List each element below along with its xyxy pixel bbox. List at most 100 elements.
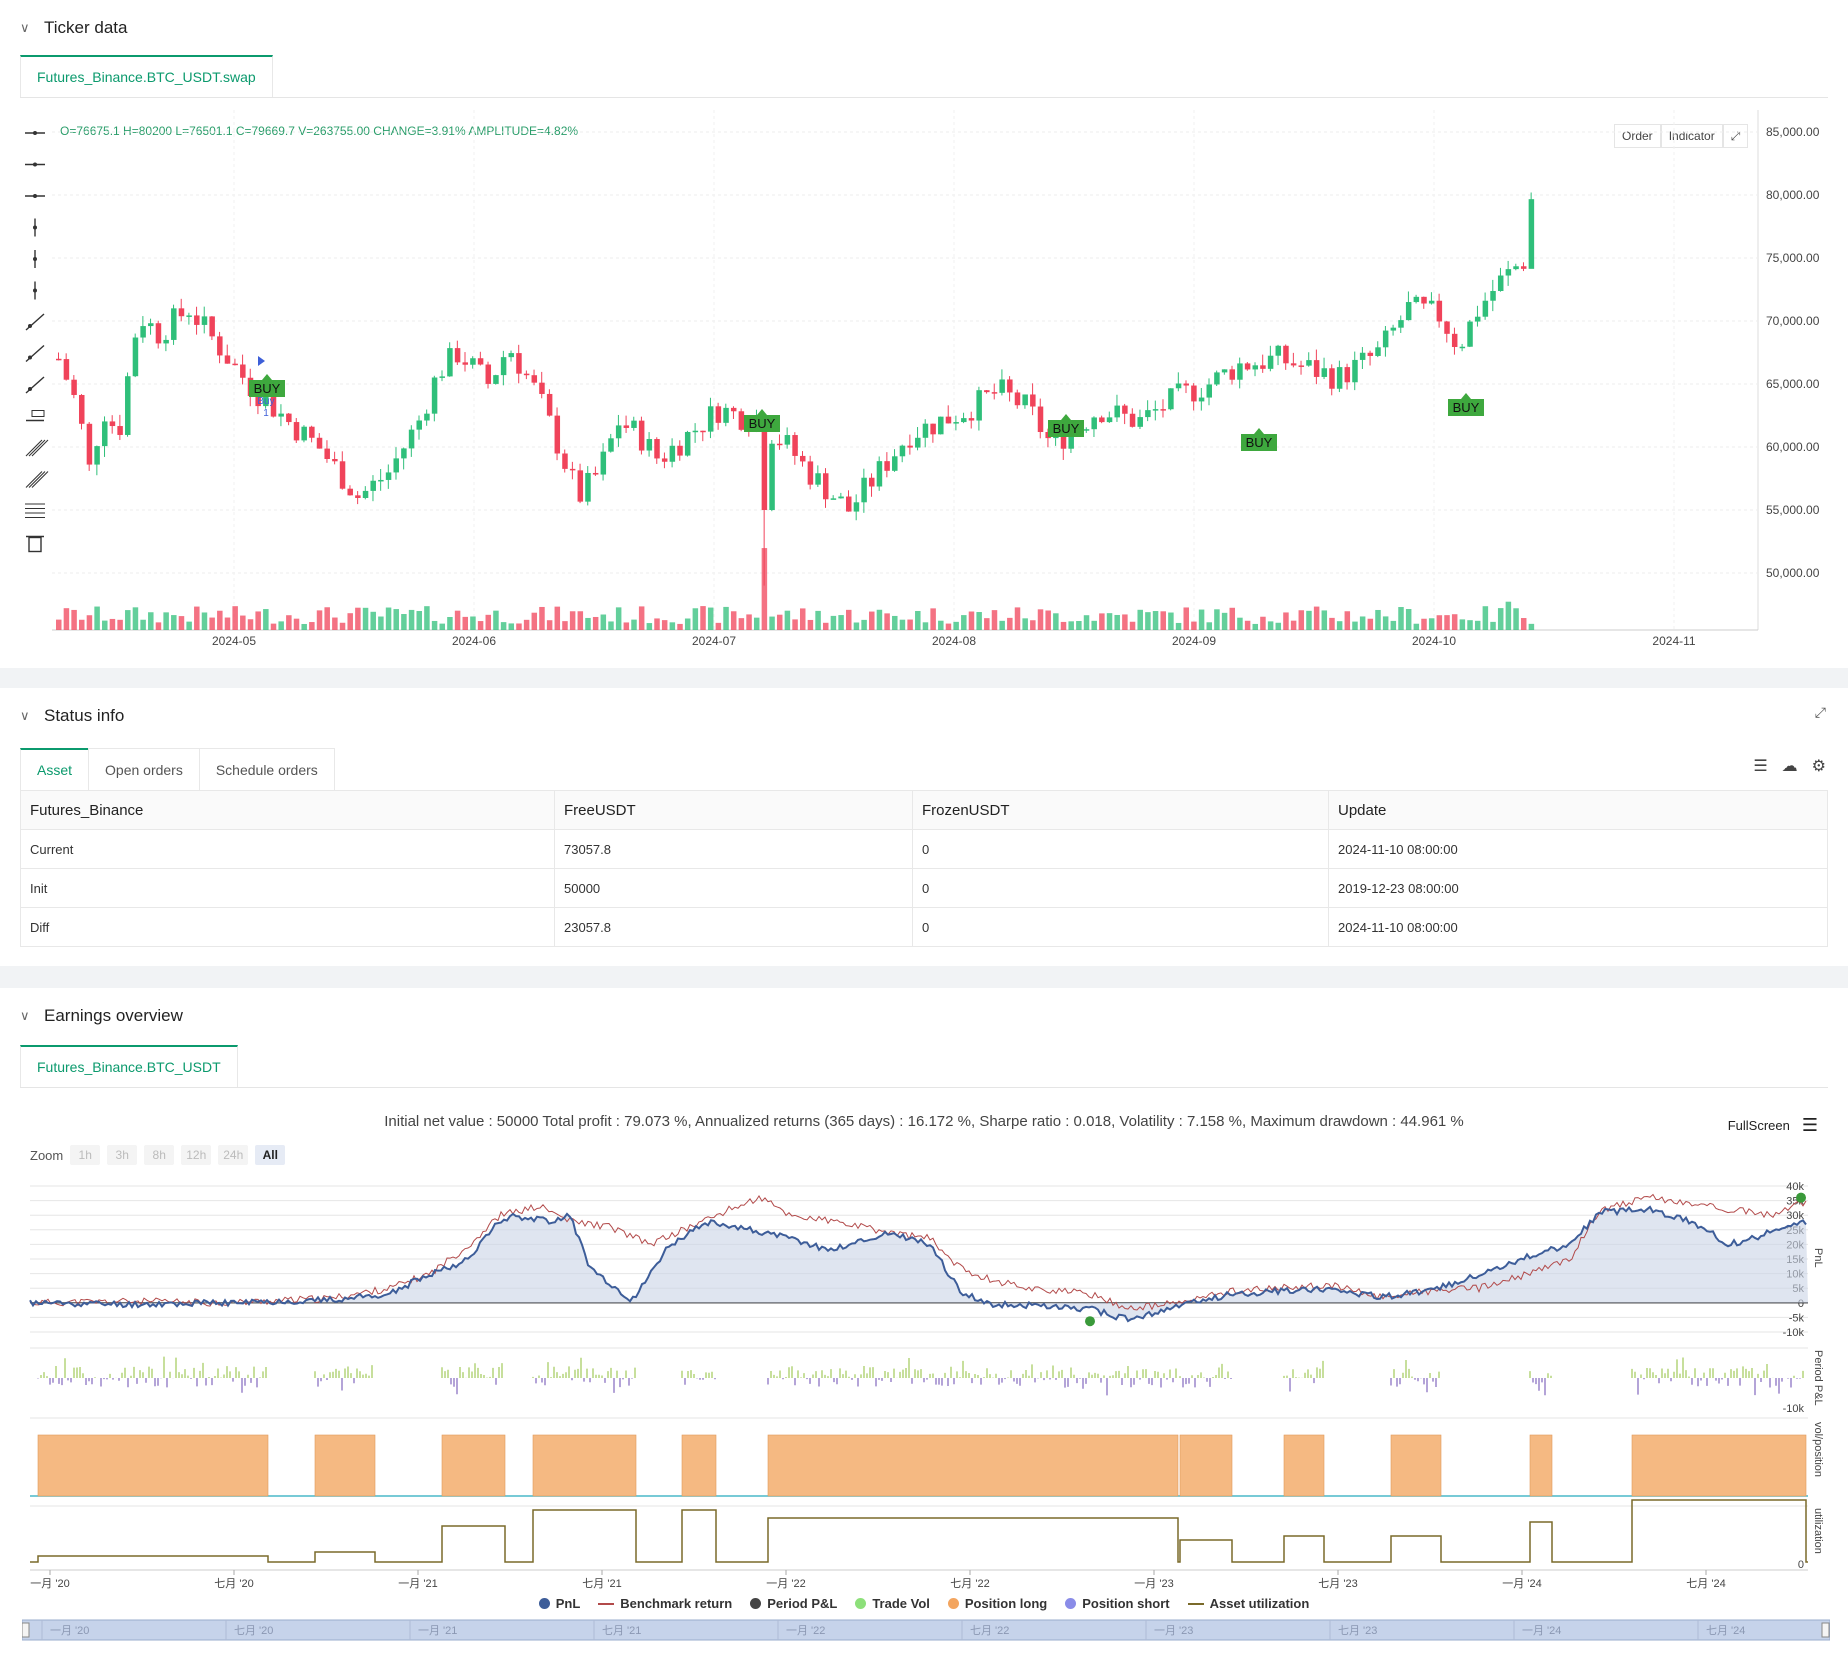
vertical-ray-icon[interactable] <box>33 250 37 268</box>
order-button[interactable]: Order <box>1614 124 1661 148</box>
date-tick-label: 2024-09 <box>1172 634 1216 648</box>
volume-bar <box>1091 620 1097 630</box>
fib-retracement-icon[interactable] <box>25 503 45 519</box>
candle-body <box>516 353 522 374</box>
buy-signal-box <box>1241 434 1277 451</box>
range-navigator[interactable]: 一月 '20 七月 '20 一月 '21 七月 '21 一月 '22 七月 '22 一月 '… <box>22 1618 1830 1642</box>
volume-bar <box>1298 610 1305 630</box>
candle-body <box>631 420 637 428</box>
zoom-all[interactable]: All <box>255 1145 286 1165</box>
tab-open-orders[interactable]: Open orders <box>88 748 200 790</box>
util-axis-label: utilization <box>1812 1508 1824 1554</box>
legend-item[interactable]: PnL <box>538 1596 580 1611</box>
volume-bar <box>1267 621 1274 630</box>
navigator-right-handle <box>1821 1622 1830 1638</box>
earnings-panel-header[interactable]: ∨ Earnings overview <box>20 1001 183 1031</box>
trend-line-icon-node <box>28 324 32 328</box>
candle-body <box>224 355 231 364</box>
volume-bar <box>684 618 691 630</box>
horizontal-ray-icon[interactable] <box>25 162 45 167</box>
candle-body <box>155 323 162 344</box>
candle-body <box>1482 300 1489 317</box>
cloud-download-icon[interactable]: ☁ <box>1781 758 1798 775</box>
zoom-12h[interactable]: 12h <box>181 1145 212 1165</box>
pitchfork-icon[interactable] <box>25 471 49 488</box>
legend-item[interactable]: Benchmark return <box>598 1596 732 1611</box>
volume-bar <box>1405 609 1412 630</box>
order-marker-count: 1 <box>263 408 269 419</box>
candle-body <box>1168 388 1174 410</box>
expand-icon[interactable]: ⤢ <box>1722 124 1749 148</box>
legend-item[interactable]: Position short <box>1065 1596 1170 1611</box>
legend-item[interactable]: Asset utilization <box>1187 1596 1309 1611</box>
candle-body <box>539 382 545 394</box>
status-panel-header[interactable]: ∨ Status info <box>20 701 124 731</box>
horizontal-line-icon[interactable] <box>25 131 45 135</box>
date-tick-label: 2024-08 <box>932 634 976 648</box>
horizontal-segment-icon[interactable] <box>25 194 45 198</box>
legend-item[interactable]: Trade Vol <box>855 1596 930 1611</box>
tab-ticker-symbol[interactable]: Futures_Binance.BTC_USDT.swap <box>20 55 273 97</box>
candle-body <box>1260 365 1266 369</box>
candle-body <box>163 339 169 344</box>
parallel-channel-icon[interactable] <box>25 439 49 457</box>
update-time: 2019-12-23 08:00:00 <box>1328 868 1828 908</box>
zoom-24h[interactable]: 24h <box>218 1145 249 1165</box>
legend-item[interactable]: Period P&L <box>750 1596 837 1611</box>
extended-line-icon[interactable] <box>25 376 45 394</box>
volume-bar <box>830 615 837 630</box>
buy-signal-label: BUY <box>254 381 281 396</box>
vertical-line-icon[interactable] <box>33 218 37 237</box>
zoom-8h[interactable]: 8h <box>144 1145 175 1165</box>
tab-asset[interactable]: Asset <box>20 748 90 790</box>
volume-bar <box>485 614 492 630</box>
pnl-tick-label: 40k <box>1786 1181 1804 1193</box>
volume-bar <box>500 622 507 630</box>
candle-body <box>1037 406 1044 433</box>
volume-bar <box>1053 613 1059 630</box>
volume-bar <box>838 615 844 630</box>
trash-icon[interactable] <box>26 535 44 553</box>
volume-bar <box>1014 607 1021 630</box>
ohlc-readout: O=76675.1 H=80200 L=76501.1 C=79669.7 V=… <box>60 124 579 138</box>
candle-body <box>232 363 238 366</box>
candle-body <box>930 423 936 435</box>
tab-schedule-orders[interactable]: Schedule orders <box>198 748 335 790</box>
price-tick-label: 80,000.00 <box>1766 188 1820 202</box>
volume-bar <box>1520 618 1527 630</box>
zoom-1h[interactable]: 1h <box>70 1145 101 1165</box>
collapse-icon[interactable]: ⤢ <box>1814 704 1826 720</box>
volume-bar <box>953 621 959 630</box>
vertical-segment-icon[interactable] <box>33 281 37 300</box>
volume-bar <box>247 619 254 630</box>
candle-body <box>861 477 867 503</box>
gear-icon[interactable]: ⚙ <box>1811 758 1826 775</box>
tab-earnings-symbol[interactable]: Futures_Binance.BTC_USDT <box>20 1045 238 1087</box>
price-label-icon[interactable] <box>26 410 45 422</box>
fullscreen-button[interactable]: FullScreen <box>1727 1118 1790 1133</box>
trend-line-icon[interactable] <box>25 313 45 331</box>
ray-line-icon[interactable] <box>25 344 45 363</box>
candle-body <box>661 458 668 462</box>
volume-bar <box>240 615 246 630</box>
update-time: 2024-11-10 08:00:00 <box>1328 829 1828 869</box>
list-icon[interactable]: ☰ <box>1753 758 1768 775</box>
candle-body <box>1313 360 1320 377</box>
candle-body <box>1467 321 1473 347</box>
volume-bar <box>892 615 898 630</box>
candle-body <box>1237 363 1243 380</box>
zoom-3h[interactable]: 3h <box>107 1145 138 1165</box>
volume-bar <box>930 608 936 630</box>
ticker-panel-header[interactable]: ∨ Ticker data <box>20 13 127 43</box>
x-tick-label: 一月 '22 <box>766 1578 805 1590</box>
menu-icon[interactable]: ☰ <box>1801 1115 1818 1135</box>
volume-bar <box>669 622 676 630</box>
candle-body <box>1007 379 1013 393</box>
candle-body <box>132 337 139 377</box>
trash-icon-body <box>28 536 42 553</box>
volume-bar <box>784 610 791 630</box>
volume-bar <box>1183 607 1189 630</box>
volume-bar <box>984 618 990 630</box>
legend-item[interactable]: Position long <box>947 1596 1047 1611</box>
parallel-channel-icon-stroke <box>31 439 49 457</box>
